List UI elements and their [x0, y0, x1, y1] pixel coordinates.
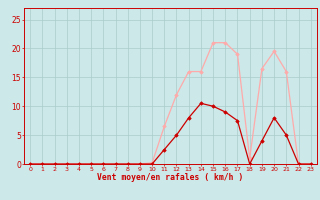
X-axis label: Vent moyen/en rafales ( km/h ): Vent moyen/en rafales ( km/h ) [97, 173, 244, 182]
